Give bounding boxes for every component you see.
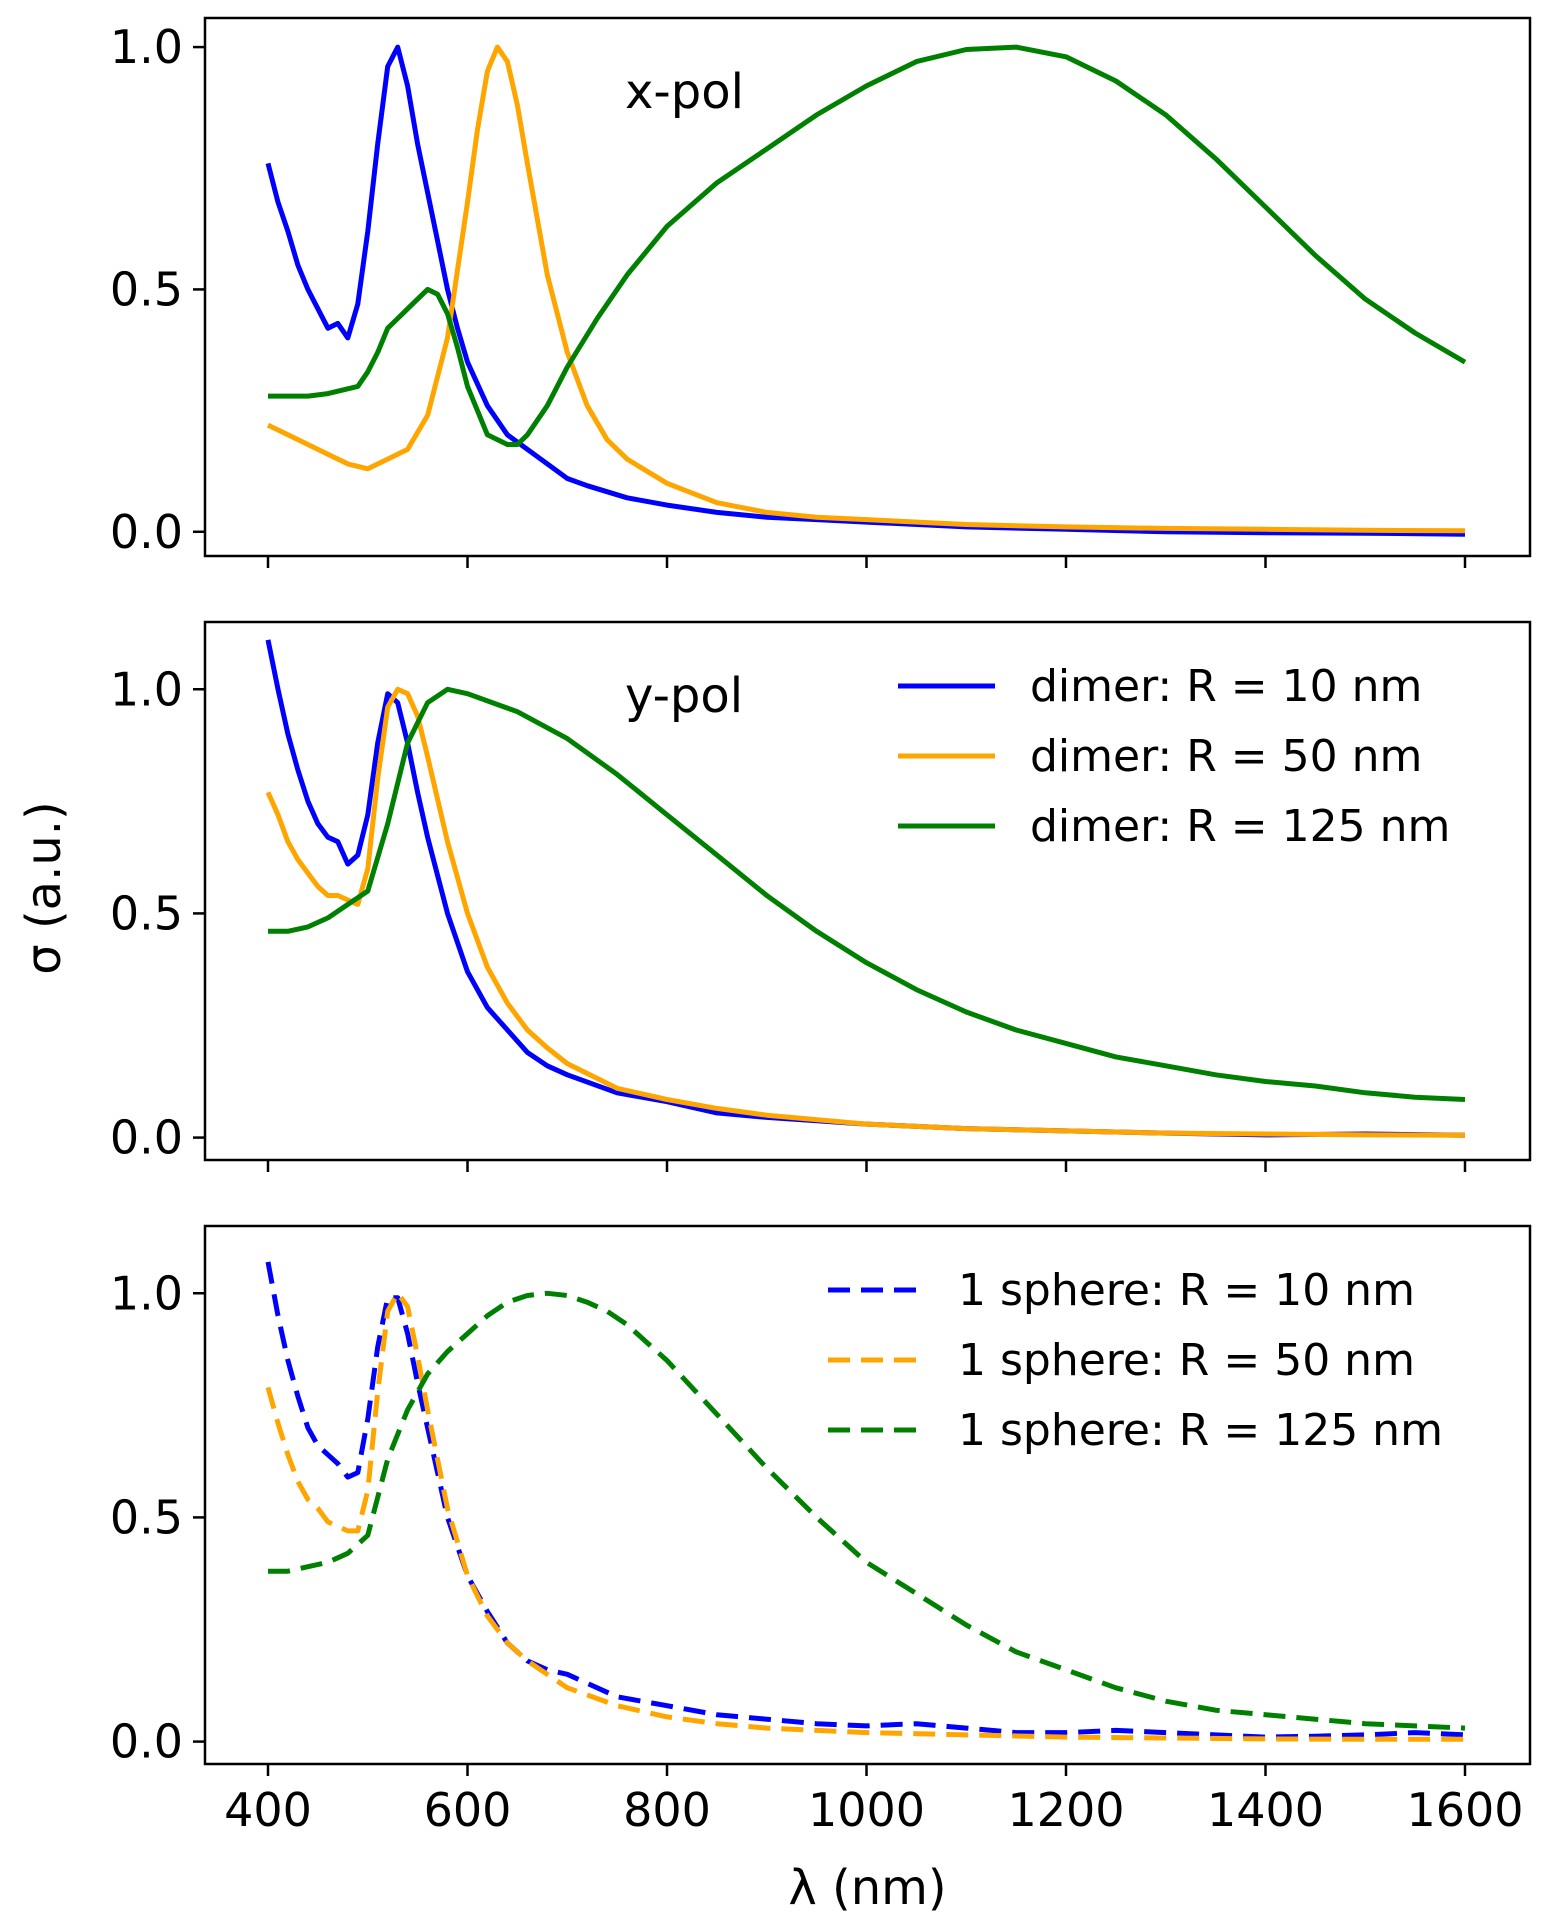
plot-frame: [203, 16, 1532, 558]
series-line: [268, 1290, 1466, 1731]
y-tick-label: 1.0: [110, 20, 183, 74]
panel-x-pol: 0.0 0.5 1.0 x-pol: [110, 16, 1532, 568]
series-line: [265, 639, 1466, 1138]
panel-annotation: x-pol: [625, 64, 744, 120]
series-line: [268, 44, 1467, 447]
legend-label: dimer: R = 10 nm: [1030, 661, 1422, 712]
panel-y-pol: 0.0 0.5 1.0 y-pol dimer: R = 10 nm dimer: R =…: [110, 620, 1532, 1172]
y-tick-label: 0.5: [110, 886, 183, 940]
panel-annotation: y-pol: [625, 668, 743, 724]
x-tick-label: 1600: [1406, 1783, 1523, 1837]
legend-label: dimer: R = 50 nm: [1030, 731, 1422, 782]
series-line: [265, 44, 1466, 537]
legend-label: dimer: R = 125 nm: [1030, 801, 1450, 852]
series-line: [268, 686, 1466, 1102]
legend-label: 1 sphere: R = 125 nm: [958, 1405, 1443, 1456]
y-tick-label: 1.0: [110, 1266, 183, 1320]
y-tick-label: 0.0: [110, 1111, 183, 1165]
x-tick-label: 1400: [1207, 1783, 1324, 1837]
series-line: [265, 686, 1466, 1138]
x-axis-label: λ (nm): [788, 1860, 946, 1916]
y-tick-label: 0.0: [110, 1715, 183, 1769]
x-tick-label: 600: [424, 1783, 512, 1837]
y-tick-label: 1.0: [110, 662, 183, 716]
x-tick-label: 400: [224, 1783, 312, 1837]
x-tick-label: 800: [623, 1783, 711, 1837]
panel-single-sphere: 0.0 0.5 1.0 400 600 800 1000 1200 1400 1600 λ (nm)…: [110, 1224, 1532, 1916]
series-line: [265, 1290, 1465, 1742]
x-tick-label: 1200: [1007, 1783, 1124, 1837]
legend-label: 1 sphere: R = 50 nm: [958, 1335, 1415, 1386]
series-line: [266, 44, 1466, 534]
x-tick-label: 1000: [808, 1783, 925, 1837]
legend-label: 1 sphere: R = 10 nm: [958, 1265, 1415, 1316]
y-tick-label: 0.5: [110, 262, 183, 316]
y-axis-label: σ (a.u.): [16, 801, 72, 974]
y-tick-label: 0.0: [110, 505, 183, 559]
y-tick-label: 0.5: [110, 1490, 183, 1544]
